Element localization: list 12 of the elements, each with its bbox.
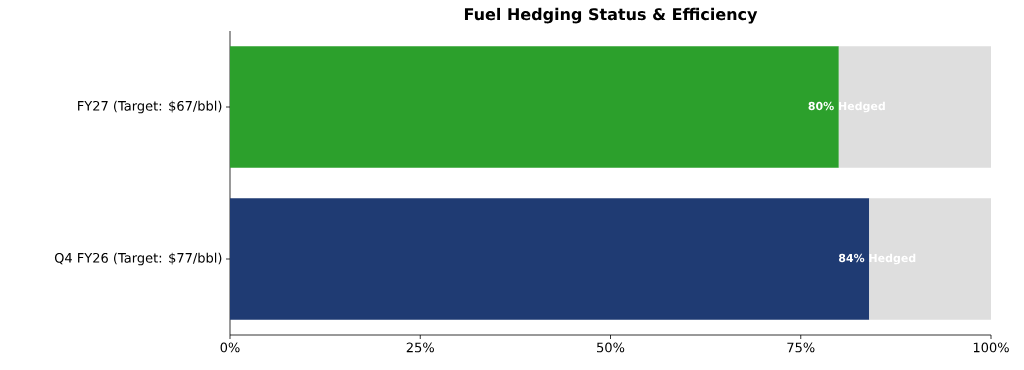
x-tick-label: 100% <box>973 342 1009 353</box>
y-tick-label: Q4 FY26 (Target: $77/bbl) <box>54 252 222 266</box>
x-tick-label: 75% <box>787 342 815 353</box>
bar <box>230 46 839 168</box>
y-tick-label: FY27 (Target: $67/bbl) <box>78 100 222 114</box>
chart-title: Fuel Hedging Status & Efficiency <box>464 7 758 24</box>
bar <box>838 46 992 168</box>
bar <box>869 198 992 320</box>
x-tick-label: 25% <box>406 342 434 353</box>
bar <box>230 198 870 320</box>
x-tick-label: 50% <box>597 342 625 353</box>
x-tick-label: 0% <box>220 342 240 353</box>
